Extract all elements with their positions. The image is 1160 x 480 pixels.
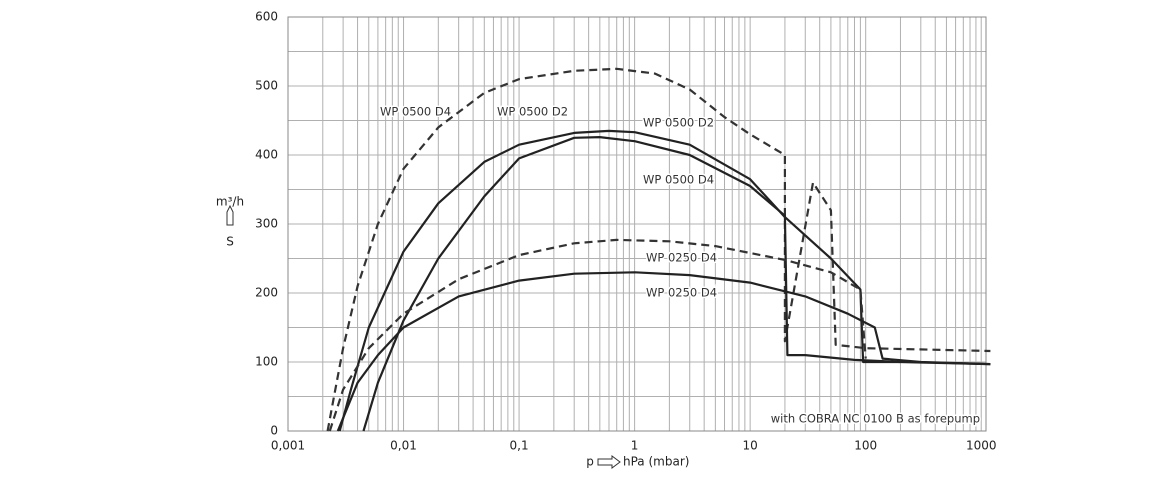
x-arrow (597, 455, 621, 469)
x-tick-label: 1000 (966, 439, 997, 453)
y-tick-label: 200 (255, 286, 278, 300)
y-tick-label: 300 (255, 217, 278, 231)
y-arrow (226, 204, 234, 226)
y-tick-label: 500 (255, 79, 278, 93)
x-tick-label: 0,1 (510, 439, 529, 453)
y-tick-label: 0 (270, 424, 278, 438)
y-tick-label: 400 (255, 148, 278, 162)
y-symbol: S (226, 235, 234, 249)
curve-label: WP 0500 D2 (643, 116, 714, 130)
x-tick-label: 0,001 (271, 439, 305, 453)
series-line (338, 129, 991, 432)
x-symbol: p (586, 455, 594, 469)
y-tick-label: 600 (255, 10, 278, 24)
x-tick-label: 100 (854, 439, 877, 453)
x-tick-label: 0,01 (390, 439, 417, 453)
x-tick-label: 1 (631, 439, 639, 453)
series-line (336, 271, 991, 432)
curve-label: WP 0250 D4 (646, 251, 717, 265)
x-tick-label: 10 (743, 439, 758, 453)
curve-label: WP 0500 D4 (643, 173, 714, 187)
series-line (362, 136, 901, 432)
series-line (326, 67, 991, 432)
x-axis-label: hPa (mbar) (623, 455, 689, 469)
y-axis-label: m³/h (216, 195, 244, 209)
plot-frame (287, 16, 987, 432)
y-tick-label: 100 (255, 355, 278, 369)
curve-label: WP 0500 D2 (497, 105, 568, 119)
curve-label: WP 0500 D4 (380, 105, 451, 119)
note: with COBRA NC 0100 B as forepump (771, 412, 980, 426)
series-line (328, 238, 867, 432)
curve-label: WP 0250 D4 (646, 286, 717, 300)
